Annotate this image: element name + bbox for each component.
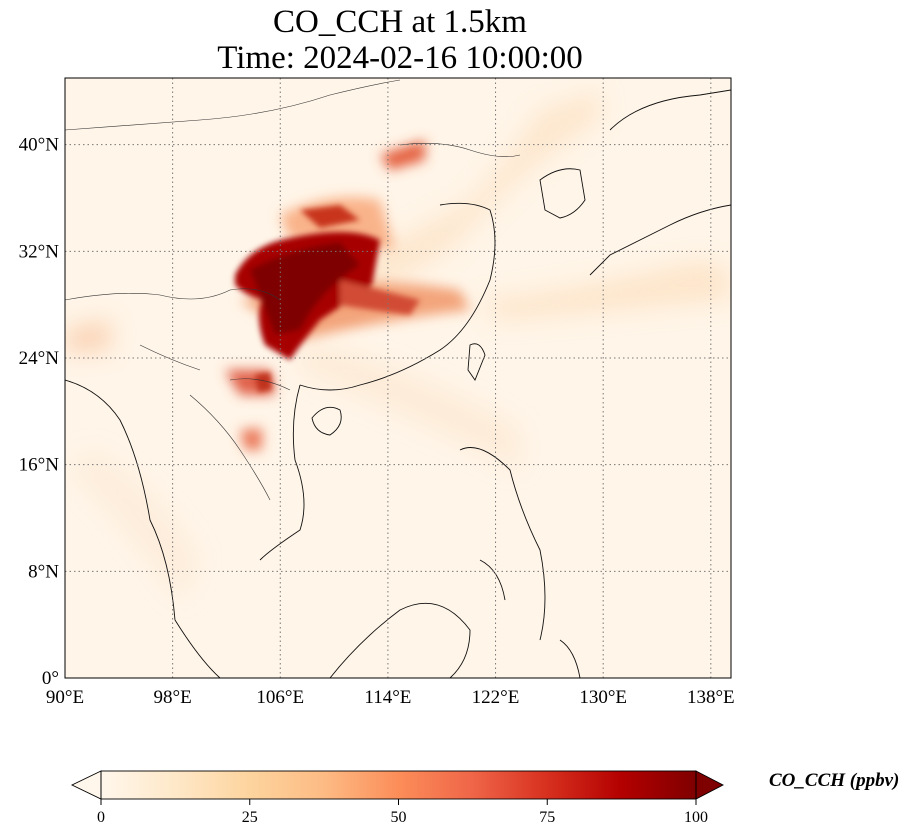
country-borders — [65, 79, 521, 501]
colorbar-gradient — [101, 771, 696, 799]
lon-tick-label: 98°E — [154, 687, 192, 708]
map-frame — [64, 77, 732, 679]
lon-tick-label: 106°E — [256, 687, 304, 708]
colorbar-extend-min — [70, 770, 102, 800]
colorbar-tick-label: 50 — [391, 809, 407, 826]
colorbar-tick-label: 75 — [539, 809, 555, 826]
concentration-field — [65, 90, 731, 600]
lat-tick-label: 40°N — [19, 135, 60, 156]
lat-tick-label: 16°N — [19, 455, 60, 476]
colorbar-ticks: 0 25 50 75 100 — [97, 799, 708, 826]
colorbar-tick-label: 100 — [684, 809, 708, 826]
lon-tick-labels: 90°E 98°E 106°E 114°E 122°E 130°E 138°E — [46, 687, 735, 708]
colorbar: 0 25 50 75 100 — [70, 770, 724, 826]
colorbar-tick-label: 0 — [97, 809, 105, 826]
colorbar-tick-label: 25 — [242, 809, 258, 826]
lon-tick-label: 130°E — [579, 687, 627, 708]
colorbar-extend-max — [695, 770, 724, 800]
title-line-1: CO_CCH at 1.5km — [273, 4, 527, 40]
colorbar-label: CO_CCH (ppbv) — [769, 770, 900, 791]
lat-tick-labels: 0° 8°N 16°N 24°N 32°N 40°N — [19, 135, 60, 689]
map-panel — [65, 78, 731, 678]
lon-tick-label: 90°E — [46, 687, 84, 708]
lat-tick-label: 32°N — [19, 241, 60, 262]
lon-tick-label: 122°E — [472, 687, 520, 708]
lat-tick-label: 24°N — [19, 348, 60, 369]
gridlines — [65, 78, 731, 678]
lat-tick-label: 0° — [42, 668, 59, 689]
title-line-2: Time: 2024-02-16 10:00:00 — [217, 40, 583, 76]
lon-tick-label: 138°E — [687, 687, 735, 708]
lon-tick-label: 114°E — [364, 687, 411, 708]
coastlines — [65, 89, 731, 678]
map-title: CO_CCH at 1.5km Time: 2024-02-16 10:00:0… — [0, 4, 800, 76]
lat-tick-label: 8°N — [28, 561, 59, 582]
